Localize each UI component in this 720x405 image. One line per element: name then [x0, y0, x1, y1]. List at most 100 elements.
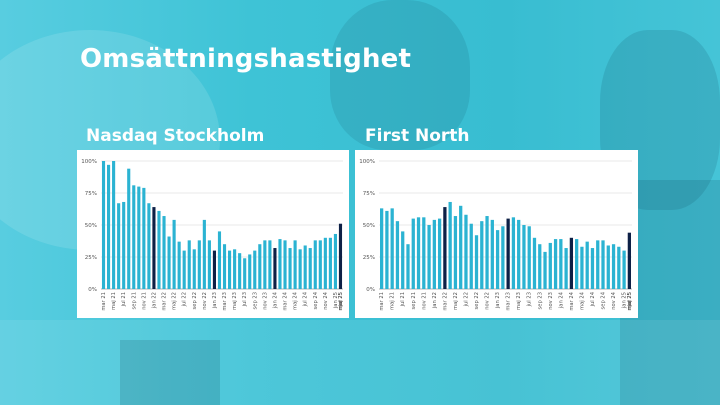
bar: [543, 251, 547, 289]
y-tick-label: 50%: [85, 223, 97, 229]
bar: [263, 240, 267, 289]
bar: [238, 253, 242, 289]
bar: [132, 185, 136, 289]
y-tick-label: 100%: [81, 159, 97, 165]
bar: [548, 242, 552, 289]
x-tick-label: sep 21: [411, 292, 417, 309]
bar: [443, 207, 447, 289]
x-tick-label: jul 21: [400, 292, 406, 307]
bar: [197, 240, 201, 289]
bar: [167, 236, 171, 289]
bar: [293, 240, 297, 289]
bar: [152, 207, 156, 289]
bar: [380, 208, 384, 289]
bar: [227, 250, 232, 289]
bar: [569, 237, 574, 289]
x-tick-label: mar 22: [442, 292, 448, 311]
x-tick-label: maj 21: [111, 292, 117, 310]
bar: [506, 218, 510, 289]
x-tick-label: jul 23: [242, 292, 248, 307]
bar: [580, 246, 584, 289]
x-tick-label: jul 25: [338, 292, 344, 307]
bar: [233, 249, 237, 289]
bar-chart-first-north: 0% 25% 50% 75% 100% mar 21 maj 21 jul 21 sep 21 n…: [359, 159, 633, 311]
bar: [323, 237, 327, 289]
chart-card-first-north: 0% 25% 50% 75% 100% mar 21 maj 21 jul 21 sep 21 n…: [355, 150, 638, 318]
x-tick-label: jan 24: [558, 291, 564, 309]
x-tick-label: nov 23: [262, 292, 268, 310]
x-tick-label: mar 21: [379, 292, 385, 311]
bar: [222, 244, 227, 289]
x-tick-label: sep 21: [131, 292, 137, 309]
bar: [172, 219, 176, 289]
bar: [522, 225, 526, 289]
bar: [192, 249, 196, 289]
x-tick-label: jan 23: [495, 292, 501, 309]
x-tick-label: jan 23: [212, 292, 218, 309]
bar: [283, 240, 287, 289]
x-tick-label: maj 23: [516, 292, 522, 310]
x-tick-label: jan 24: [272, 291, 278, 309]
chart-card-nasdaq-stockholm: 0% 25% 50% 75% 100% mar 21 maj 21 jul 21 sep 21 n…: [77, 150, 349, 318]
chart-title-first-north: First North: [365, 126, 470, 146]
bar: [385, 210, 389, 289]
slide-title: Omsättningshastighet: [80, 44, 412, 74]
x-tick-label: nov 21: [141, 292, 147, 310]
bar: [112, 161, 116, 289]
bar: [212, 250, 217, 289]
bar: [432, 219, 436, 289]
y-tick-label: 0%: [88, 287, 97, 293]
bar: [333, 233, 338, 289]
y-tick-label: 0%: [366, 287, 375, 293]
x-tick-label: nov 22: [202, 292, 208, 310]
bar: [187, 240, 191, 289]
bar: [157, 210, 161, 289]
bar: [517, 219, 521, 289]
bar: [137, 186, 141, 289]
bar: [453, 216, 458, 289]
bar: [411, 218, 415, 289]
bar: [313, 240, 317, 289]
x-tick-label: mar 25: [338, 292, 344, 311]
x-tick-label: mar 24: [283, 291, 289, 310]
bar: [298, 249, 302, 289]
bar: [596, 240, 600, 289]
x-tick-label: jul 21: [121, 292, 127, 307]
x-tick-label: jan 22: [151, 292, 157, 309]
x-tick-label: maj 25: [338, 292, 344, 310]
bar: [278, 239, 282, 289]
x-tick-label: jan 22: [432, 292, 438, 309]
bar: [303, 245, 307, 289]
y-tick-label: 25%: [85, 255, 97, 261]
bar: [106, 164, 111, 289]
bar: [401, 231, 405, 289]
x-tick-label: maj 24: [293, 291, 299, 310]
bar: [258, 244, 262, 289]
bar: [617, 246, 621, 289]
bar: [217, 231, 222, 289]
bar: [575, 239, 579, 289]
bar: [627, 232, 631, 289]
bar: [532, 237, 537, 289]
x-tick-label: jul 23: [527, 292, 533, 307]
bar: [177, 241, 181, 289]
bar: [611, 244, 616, 289]
x-tick-label: mar 24: [569, 291, 575, 310]
bar-chart-nasdaq-stockholm: 0% 25% 50% 75% 100% mar 21 maj 21 jul 21 sep 21 n…: [81, 159, 344, 311]
x-tick-label: maj 21: [390, 292, 396, 310]
bar: [469, 223, 473, 289]
bar: [288, 248, 292, 289]
bar: [538, 244, 542, 289]
bar: [495, 230, 500, 289]
x-tick-label: jul 24: [303, 291, 309, 307]
bar: [464, 214, 468, 289]
bar: [527, 226, 531, 289]
bar: [585, 241, 589, 289]
bar: [427, 225, 431, 289]
bar: [268, 240, 272, 289]
x-tick-label: maj 22: [172, 292, 178, 310]
bar: [559, 239, 563, 289]
bar: [437, 218, 442, 289]
bar: [243, 258, 247, 289]
x-tick-label: sep 24: [601, 291, 607, 309]
